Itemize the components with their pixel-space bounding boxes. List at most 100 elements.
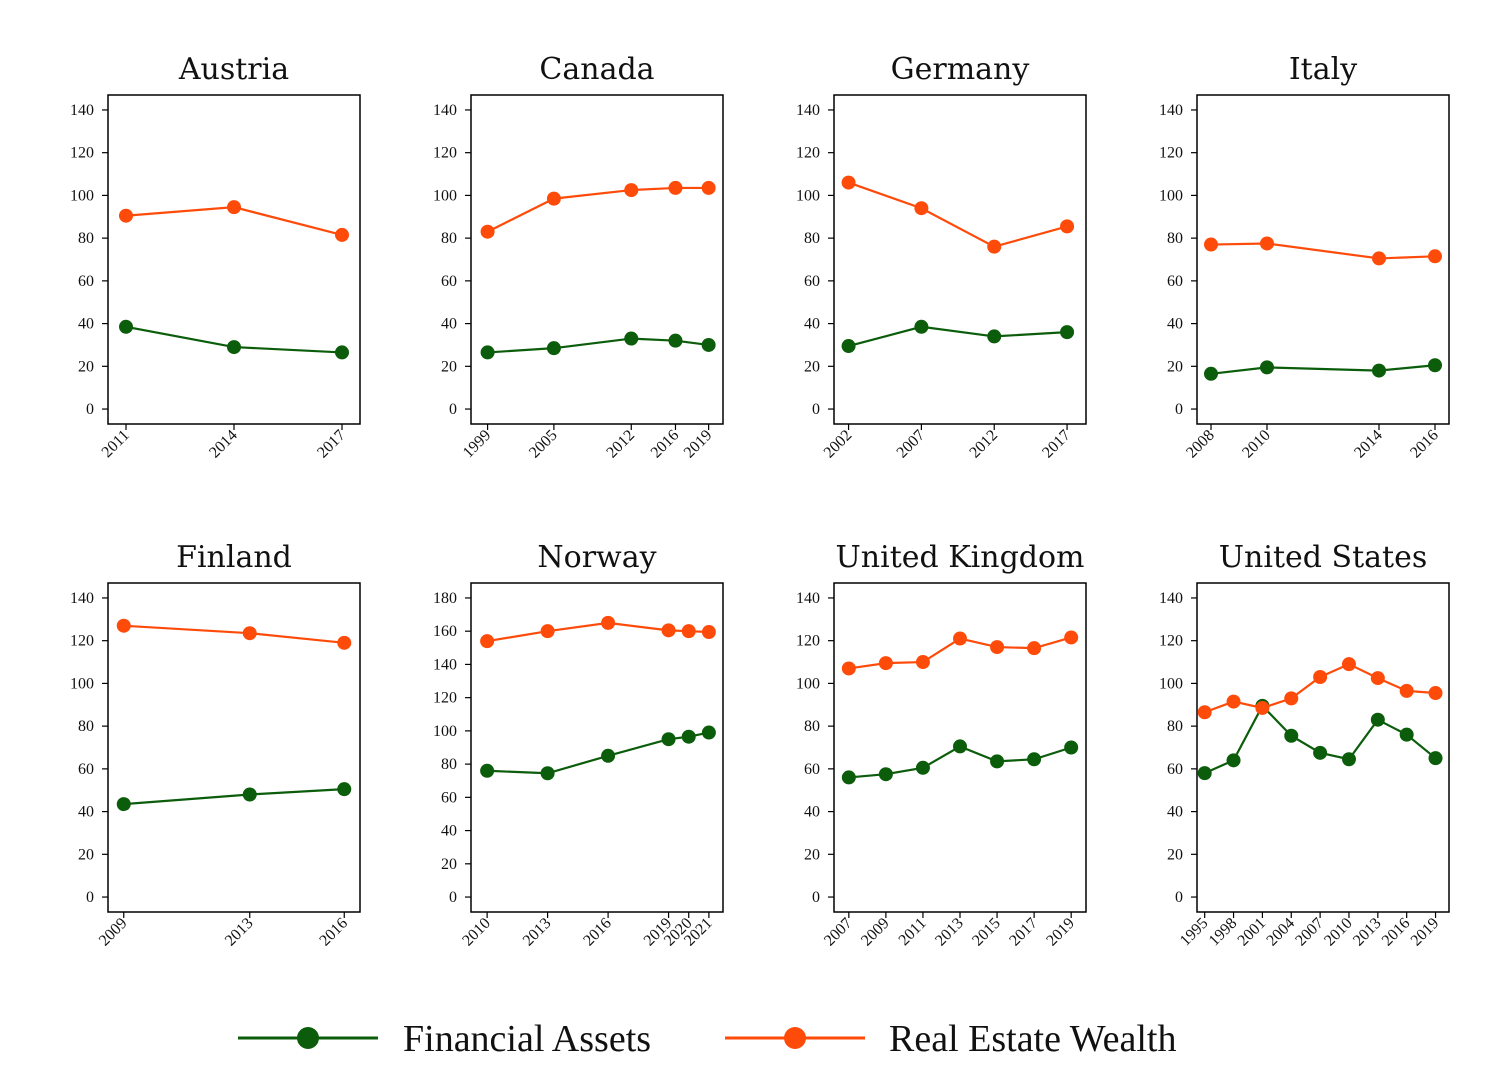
y-tick-label: 80 <box>78 230 94 247</box>
data-point <box>335 345 349 360</box>
data-point <box>681 729 696 744</box>
y-tick-label: 140 <box>796 590 820 607</box>
data-point <box>1197 766 1212 781</box>
data-point <box>624 331 639 346</box>
data-point <box>915 760 930 775</box>
panel-finland: Finland 0 20 40 60 80 100 120 140 2009 2013 2016 <box>70 540 361 949</box>
data-point <box>1260 360 1274 375</box>
x-tick-label: 2013 <box>1350 915 1385 950</box>
y-tick-label: 60 <box>1167 761 1183 778</box>
y-tick-label: 40 <box>78 316 94 333</box>
series-real-estate-wealth <box>1197 657 1443 720</box>
y-tick-label: 160 <box>433 623 457 640</box>
data-point <box>1027 752 1042 767</box>
y-tick-label: 0 <box>86 889 94 906</box>
data-point <box>1284 691 1299 706</box>
y-tick-label: 0 <box>812 401 820 418</box>
x-tick-label: 2016 <box>648 427 683 462</box>
series-line <box>487 731 710 775</box>
y-tick-label: 100 <box>1159 675 1183 692</box>
data-point <box>546 191 561 206</box>
data-point <box>1428 751 1443 766</box>
series-line <box>486 621 709 643</box>
x-tick-label: 2016 <box>1379 915 1414 950</box>
data-point <box>987 239 1002 254</box>
series-line <box>848 181 1068 248</box>
x-tick-label: 2010 <box>1321 915 1356 950</box>
y-tick-label: 60 <box>441 789 457 806</box>
panel-title: Canada <box>539 52 654 87</box>
data-point <box>1399 727 1414 742</box>
series-real-estate-wealth <box>119 200 349 242</box>
y-tick-label: 100 <box>70 187 94 204</box>
data-point <box>681 624 696 639</box>
y-tick-label: 140 <box>1159 590 1183 607</box>
x-tick-label: 2007 <box>821 915 856 950</box>
y-tick-label: 20 <box>804 358 820 375</box>
data-point <box>546 341 561 356</box>
x-tick-label: 2002 <box>821 427 856 462</box>
plot-frame <box>470 94 724 425</box>
panel-title: Italy <box>1289 52 1357 87</box>
legend-swatch-marker <box>297 1027 319 1049</box>
legend-label: Financial Assets <box>403 1018 651 1060</box>
y-tick-label: 80 <box>804 718 820 735</box>
y-tick-label: 20 <box>78 846 94 863</box>
legend-swatch-marker <box>784 1027 806 1049</box>
y-tick-label: 120 <box>1159 145 1183 162</box>
x-tick-label: 2004 <box>1263 915 1298 950</box>
panel-title: United States <box>1219 540 1427 575</box>
y-tick-label: 20 <box>1167 846 1183 863</box>
series-line <box>123 624 345 644</box>
series-financial-assets <box>119 319 349 360</box>
y-tick-label: 60 <box>78 273 94 290</box>
x-tick-label: 2012 <box>603 427 638 462</box>
x-tick-label: 2019 <box>1043 915 1078 950</box>
y-tick-label: 120 <box>1159 633 1183 650</box>
data-point <box>915 655 930 670</box>
x-tick-label: 2014 <box>1351 427 1386 462</box>
legend-label: Real Estate Wealth <box>889 1018 1176 1060</box>
x-tick-label: 2017 <box>1006 915 1041 950</box>
data-point <box>1064 740 1079 755</box>
data-point <box>1370 712 1385 727</box>
y-tick-label: 60 <box>78 761 94 778</box>
y-tick-label: 60 <box>804 761 820 778</box>
data-point <box>1428 686 1443 701</box>
y-tick-label: 60 <box>804 273 820 290</box>
x-tick-label: 2013 <box>932 915 967 950</box>
y-tick-label: 100 <box>796 675 820 692</box>
y-tick-label: 120 <box>70 633 94 650</box>
x-tick-label: 2009 <box>858 915 893 950</box>
y-tick-label: 20 <box>78 358 94 375</box>
plot-frame <box>1196 582 1450 913</box>
y-tick-label: 40 <box>1167 316 1183 333</box>
y-tick-label: 180 <box>433 590 457 607</box>
plot-frame <box>833 94 1087 425</box>
data-point <box>878 656 893 671</box>
y-tick-label: 100 <box>796 187 820 204</box>
data-point <box>1313 745 1328 760</box>
data-point <box>701 625 716 640</box>
y-tick-label: 80 <box>1167 230 1183 247</box>
data-point <box>1060 325 1075 340</box>
y-tick-label: 80 <box>804 230 820 247</box>
y-tick-label: 120 <box>70 145 94 162</box>
data-point <box>1060 219 1075 234</box>
y-tick-label: 40 <box>441 823 457 840</box>
y-tick-label: 100 <box>1159 187 1183 204</box>
y-tick-label: 140 <box>70 590 94 607</box>
series-financial-assets <box>1204 358 1442 381</box>
x-tick-label: 2005 <box>526 427 561 462</box>
series-real-estate-wealth <box>1204 236 1442 266</box>
y-tick-label: 20 <box>441 358 457 375</box>
panel-germany: Germany 0 20 40 60 80 100 120 140 2002 2007 2012 201… <box>796 52 1087 462</box>
data-point <box>227 200 241 215</box>
data-point <box>601 748 616 763</box>
data-point <box>480 224 495 239</box>
panel-austria: Austria 0 20 40 60 80 100 120 140 2011 2014 2017 <box>70 52 361 461</box>
data-point <box>227 340 241 355</box>
y-tick-label: 0 <box>449 889 457 906</box>
plot-frame <box>107 94 361 425</box>
data-point <box>116 618 131 633</box>
